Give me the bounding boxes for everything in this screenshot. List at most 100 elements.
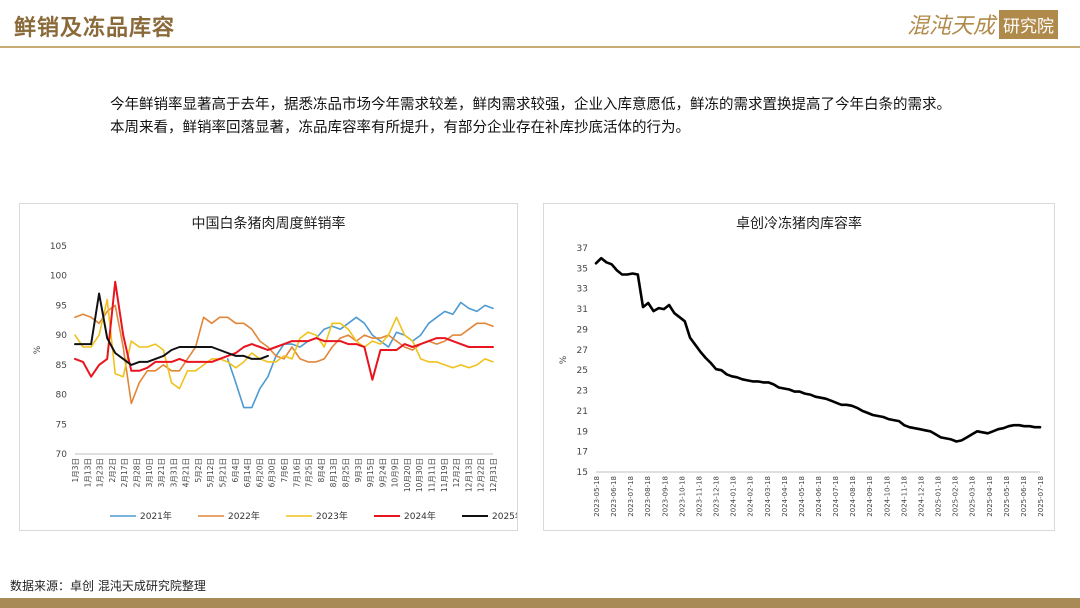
x-tick-label: 10月20日 [403, 458, 412, 492]
x-tick-label: 2025-02-18 [952, 476, 960, 517]
chart-panel-frozen-storage-rate: 卓创冷冻猪肉库容率 15 17 19 21 23 25 27 29 31 33 35 37% 2023-0… [543, 203, 1055, 531]
y-tick-label: 75 [56, 420, 67, 430]
x-tick-label: 2024-06-18 [815, 476, 823, 517]
x-tick-label: 2025-01-18 [935, 476, 943, 517]
chart-title: 中国白条猪肉周度鲜销率 [192, 215, 346, 232]
y-tick-label: 29 [577, 325, 589, 335]
y-tick-label: 37 [577, 244, 588, 254]
x-tick-label: 1月13日 [83, 458, 92, 487]
x-tick-label: 2023-10-18 [678, 476, 686, 517]
x-tick-label: 9月24日 [378, 458, 387, 487]
x-tick-label: 2023-07-18 [627, 476, 635, 517]
x-tick-label: 2023-12-18 [713, 476, 721, 517]
x-tick-label: 2023-11-18 [695, 476, 703, 517]
series-line-2022年 [74, 304, 494, 405]
y-tick-label: 35 [577, 264, 588, 274]
x-tick-label: 5月21日 [219, 458, 228, 487]
legend-label: 2023年 [316, 510, 348, 522]
x-tick-label: 12月2日 [452, 458, 461, 487]
y-tick-label: 105 [50, 242, 67, 252]
x-tick-label: 2月17日 [120, 458, 129, 487]
legend-label: 2021年 [140, 510, 172, 522]
x-tick-label: 2024-07-18 [832, 476, 840, 517]
x-tick-label: 2025-07-18 [1037, 476, 1045, 517]
y-tick-label: 31 [577, 305, 588, 315]
x-tick-label: 2025-05-18 [1003, 476, 1011, 517]
x-tick-label: 3月31日 [169, 458, 178, 487]
x-tick-label: 6月30日 [268, 458, 277, 487]
x-tick-label: 8月4日 [317, 458, 326, 483]
x-tick-label: 12月31日 [489, 458, 498, 492]
x-tick-label: 10月9日 [391, 458, 400, 487]
x-tick-label: 5月12日 [206, 458, 215, 487]
y-tick-label: 100 [50, 272, 67, 282]
y-tick-label: 23 [577, 387, 588, 397]
x-tick-label: 2024-05-18 [798, 476, 806, 517]
x-tick-label: 6月4日 [231, 458, 240, 483]
x-tick-label: 10月30日 [415, 458, 424, 492]
y-tick-label: 85 [56, 361, 67, 371]
x-tick-label: 2025-06-18 [1020, 476, 1028, 517]
legend-label: 2024年 [404, 510, 436, 522]
x-tick-label: 2024-10-18 [883, 476, 891, 517]
y-tick-label: 19 [577, 427, 589, 437]
x-tick-label: 11月19日 [440, 458, 449, 492]
legend-label: 2025年 [492, 510, 517, 522]
x-tick-label: 5月2日 [194, 458, 203, 483]
x-tick-label: 2024-12-18 [917, 476, 925, 517]
y-axis-label: % [33, 345, 43, 354]
frozen-storage-rate-chart: 卓创冷冻猪肉库容率 15 17 19 21 23 25 27 29 31 33 35 37% 2023-0… [559, 215, 1045, 517]
x-tick-label: 2025-03-18 [969, 476, 977, 517]
x-tick-label: 8月13日 [329, 458, 338, 487]
logo-box-text: 研究院 [999, 9, 1058, 39]
x-tick-label: 2月2日 [108, 458, 117, 483]
y-tick-label: 80 [56, 391, 68, 401]
data-source-note: 数据来源：卓创 混沌天成研究院整理 [10, 579, 206, 593]
x-tick-label: 11月11日 [428, 458, 437, 492]
series-line [594, 256, 1042, 443]
y-tick-label: 17 [577, 448, 588, 458]
x-tick-label: 1月3日 [71, 458, 80, 483]
y-tick-label: 95 [56, 301, 67, 311]
x-tick-label: 3月10日 [145, 458, 154, 487]
x-tick-label: 2024-01-18 [730, 476, 738, 517]
x-tick-label: 7月6日 [280, 458, 289, 483]
x-tick-label: 12月22日 [477, 458, 486, 492]
paragraph-1: 今年鲜销率显著高于去年，据悉冻品市场今年需求较差，鲜肉需求较强，企业入库意愿低，… [110, 97, 951, 113]
y-tick-label: 90 [56, 331, 68, 341]
header-divider [0, 46, 1080, 48]
x-tick-label: 2023-09-18 [661, 476, 669, 517]
x-tick-label: 7月16日 [292, 458, 301, 487]
body-text: 今年鲜销率显著高于去年，据悉冻品市场今年需求较差，鲜肉需求较强，企业入库意愿低，… [32, 94, 1052, 140]
x-tick-label: 7月25日 [305, 458, 314, 487]
y-tick-label: 15 [577, 468, 588, 478]
series-line-2025年 [74, 292, 269, 366]
page-title: 鲜销及冻品库容 [14, 16, 176, 41]
x-tick-label: 4月21日 [182, 458, 191, 487]
x-tick-label: 12月13日 [464, 458, 473, 492]
y-tick-label: 27 [577, 346, 588, 356]
paragraph-2: 本周来看，鲜销率回落显著，冻品库容率有所提升，有部分企业存在补库抄底活体的行为。 [110, 120, 690, 136]
fresh-sales-rate-chart: 中国白条猪肉周度鲜销率 70 75 80 85 90 95 100 105% 1月3日 1月13日 1… [33, 215, 517, 522]
x-tick-label: 9月15日 [366, 458, 375, 487]
x-tick-label: 8月25日 [341, 458, 350, 487]
y-tick-label: 21 [577, 407, 588, 417]
x-tick-label: 1月23日 [96, 458, 105, 487]
chart-panel-fresh-sales-rate: 中国白条猪肉周度鲜销率 70 75 80 85 90 95 100 105% 1月3日 1月13日 1… [19, 203, 518, 531]
header: 鲜销及冻品库容 混沌天成 研究院 [0, 0, 1080, 50]
x-tick-label: 2024-09-18 [866, 476, 874, 517]
x-tick-label: 2024-02-18 [747, 476, 755, 517]
x-tick-label: 2023-08-18 [644, 476, 652, 517]
y-axis-label: % [559, 355, 569, 364]
chart-title: 卓创冷冻猪肉库容率 [736, 215, 862, 232]
x-tick-label: 2024-08-18 [849, 476, 857, 517]
logo-text: 混沌天成 [906, 14, 995, 39]
legend-label: 2022年 [228, 510, 260, 522]
x-tick-label: 2024-11-18 [900, 476, 908, 517]
x-tick-label: 9月3日 [354, 458, 363, 483]
x-tick-label: 3月21日 [157, 458, 166, 487]
x-tick-label: 6月20日 [255, 458, 264, 487]
x-tick-label: 2月28日 [132, 458, 141, 487]
brand-logo: 混沌天成 研究院 [906, 9, 1058, 39]
y-tick-label: 33 [577, 285, 588, 295]
